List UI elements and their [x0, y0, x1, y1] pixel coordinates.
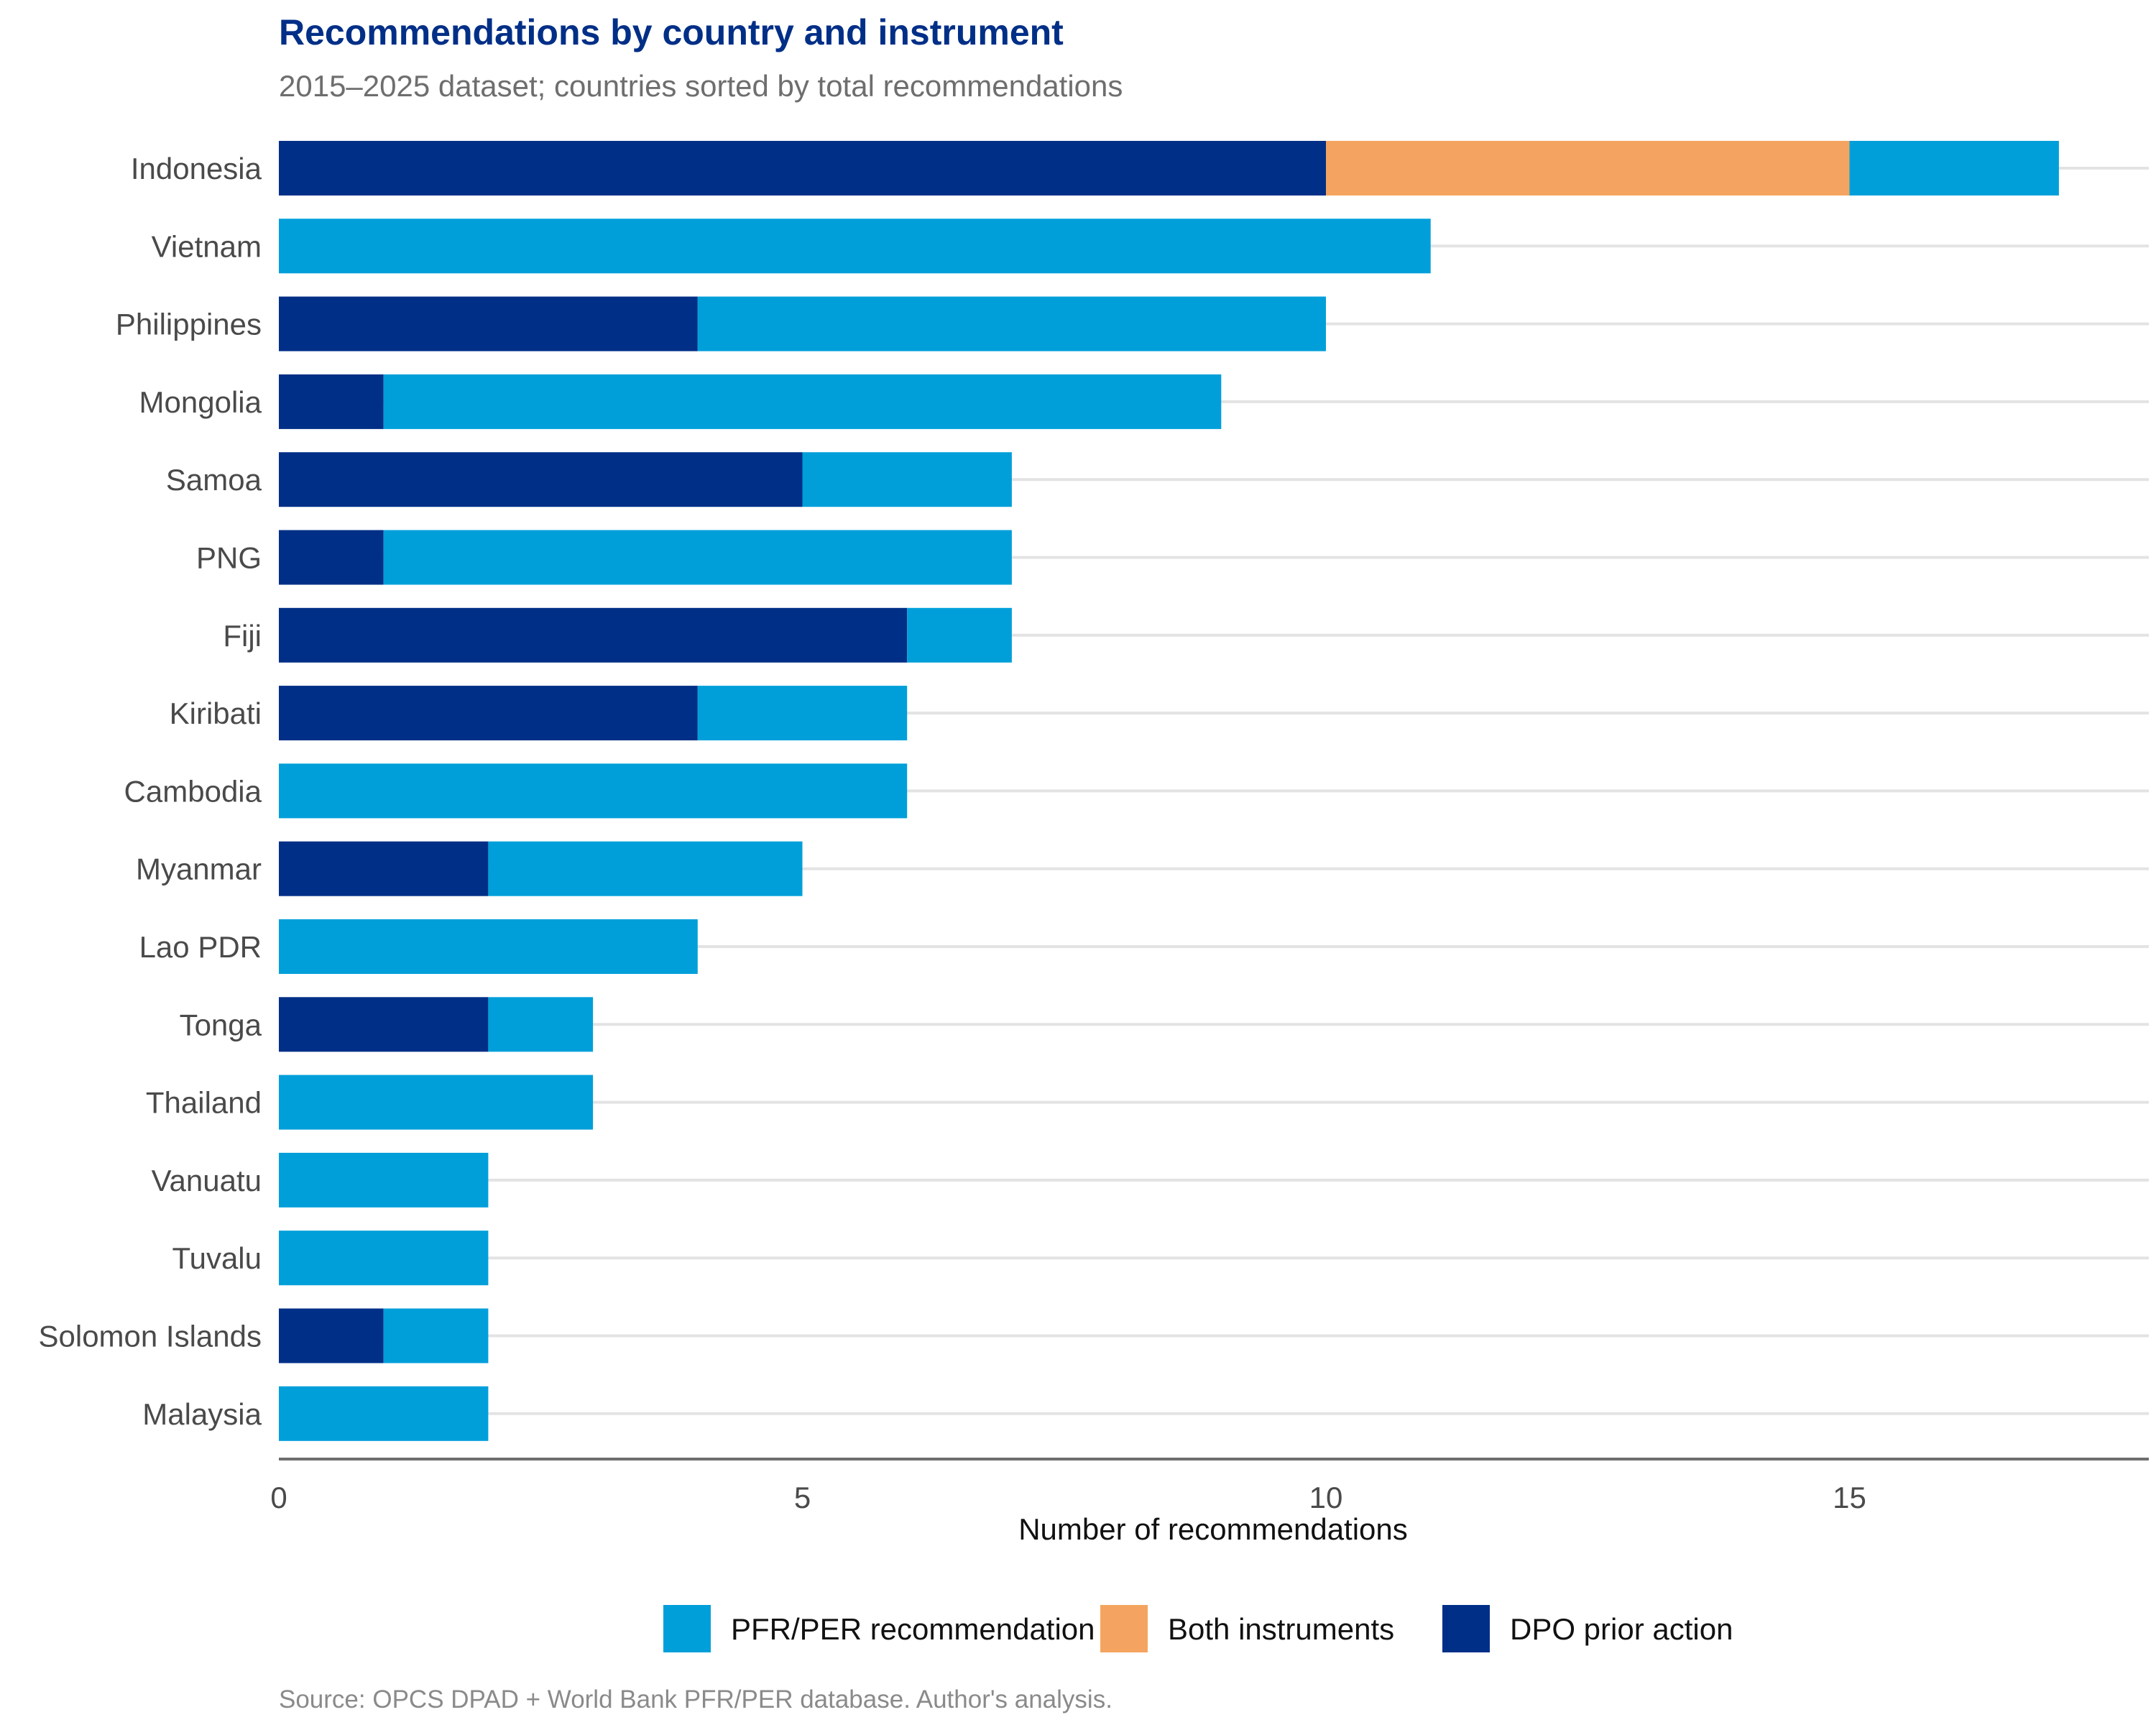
chart-caption: Source: OPCS DPAD + World Bank PFR/PER d…: [279, 1685, 1112, 1714]
category-label: Lao PDR: [139, 930, 262, 964]
bar-segment: [1849, 141, 2059, 196]
x-tick-label: 5: [794, 1481, 811, 1514]
bar-segment: [279, 919, 698, 974]
legend-swatch: [1100, 1605, 1148, 1652]
bar-segment: [488, 997, 594, 1052]
bar-segment: [697, 686, 908, 741]
category-label: Mongolia: [139, 385, 262, 419]
category-label: Cambodia: [124, 774, 262, 808]
category-label: Tonga: [180, 1008, 262, 1041]
bar-segment: [383, 374, 1222, 429]
bar-segment: [488, 841, 803, 896]
legend-label: PFR/PER recommendation: [731, 1612, 1095, 1646]
bar-segment: [279, 1152, 489, 1208]
bar-segment: [279, 374, 384, 429]
bar-segment: [279, 141, 1326, 196]
bar-segment: [383, 1308, 489, 1363]
chart-title: Recommendations by country and instrumen…: [279, 12, 1064, 52]
bar-segment: [279, 218, 1431, 274]
category-label: Kiribati: [170, 696, 262, 730]
category-label: Vanuatu: [152, 1164, 262, 1197]
x-tick-labels: 0 5 10 15: [270, 1481, 1866, 1514]
bar-segment: [697, 296, 1326, 351]
bar-segment: [279, 452, 803, 507]
category-labels: Indonesia Vietnam Philippines Mongolia Samoa…: [38, 152, 262, 1431]
category-label: Fiji: [223, 619, 262, 653]
legend-swatch: [1442, 1605, 1490, 1652]
bars: [279, 141, 2059, 1441]
category-label: Malaysia: [142, 1397, 262, 1431]
chart-subtitle: 2015–2025 dataset; countries sorted by t…: [279, 69, 1123, 103]
category-label: Philippines: [116, 308, 262, 341]
category-label: Myanmar: [136, 852, 262, 886]
bar-segment: [279, 686, 698, 741]
legend-label: Both instruments: [1168, 1612, 1394, 1646]
legend: PFR/PER recommendation Both instruments DP…: [663, 1605, 1733, 1652]
x-axis-title: Number of recommendations: [1018, 1512, 1408, 1546]
x-tick-label: 15: [1833, 1481, 1866, 1514]
legend-swatch: [663, 1605, 711, 1652]
category-label: Thailand: [146, 1086, 262, 1120]
bar-segment: [1326, 141, 1850, 196]
bar-segment: [279, 1075, 594, 1130]
bar-segment: [907, 607, 1012, 663]
x-tick-label: 0: [270, 1481, 287, 1514]
category-label: Vietnam: [152, 229, 262, 263]
bar-segment: [279, 296, 698, 351]
bar-segment: [279, 997, 489, 1052]
bar-segment: [279, 607, 908, 663]
category-label: Indonesia: [131, 152, 262, 185]
bar-segment: [279, 1386, 489, 1441]
bar-segment: [802, 452, 1012, 507]
category-label: Samoa: [166, 463, 262, 497]
bar-segment: [279, 763, 908, 819]
bar-segment: [279, 1230, 489, 1286]
category-label: PNG: [196, 541, 262, 575]
bar-segment: [279, 841, 489, 896]
bar-segment: [279, 530, 384, 585]
bar-segment: [383, 530, 1012, 585]
x-tick-label: 10: [1309, 1481, 1343, 1514]
category-label: Tuvalu: [172, 1241, 262, 1275]
bar-segment: [279, 1308, 384, 1363]
category-label: Solomon Islands: [38, 1320, 262, 1353]
legend-label: DPO prior action: [1510, 1612, 1733, 1646]
